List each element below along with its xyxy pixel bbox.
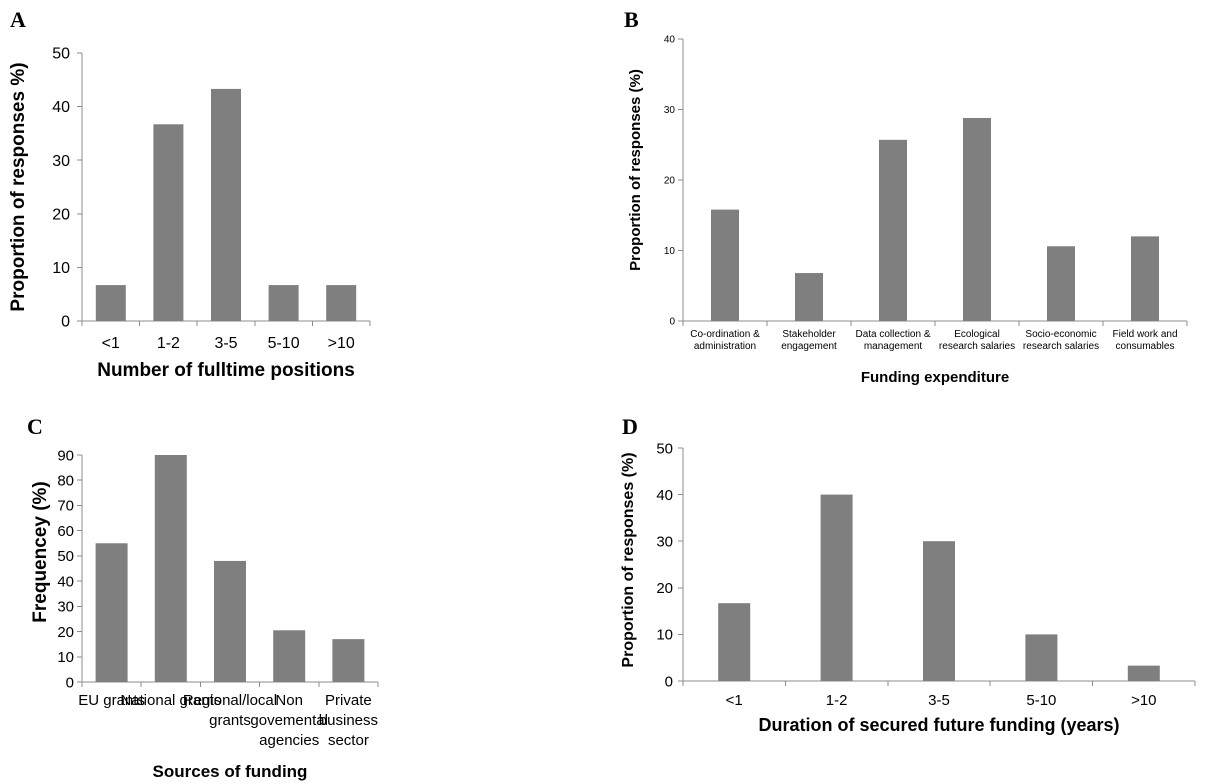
x-axis-title: Sources of funding bbox=[153, 762, 308, 781]
x-category-label: <1 bbox=[102, 335, 120, 352]
x-category-label: Data collection & management bbox=[855, 329, 930, 352]
x-category-label: 5-10 bbox=[1026, 692, 1056, 709]
x-category-label: National grants bbox=[120, 692, 221, 709]
x-category-label: 1-2 bbox=[157, 335, 180, 352]
x-axis-title: Number of fulltime positions bbox=[97, 360, 355, 381]
bar-a-1 bbox=[95, 285, 126, 321]
panel-a-letter: A bbox=[10, 7, 26, 32]
y-tick-label: 0 bbox=[669, 317, 675, 328]
y-axis-title: Frequencey (%) bbox=[30, 481, 51, 622]
y-tick-label: 70 bbox=[57, 498, 74, 515]
bar-a-2 bbox=[153, 124, 184, 322]
bar-c-5 bbox=[332, 639, 365, 682]
y-tick-label: 50 bbox=[656, 440, 673, 457]
y-axis-title: Proportion of responses (%) bbox=[620, 452, 637, 667]
x-category-label: 5-10 bbox=[268, 335, 300, 352]
x-axis-title: Duration of secured future funding (year… bbox=[758, 715, 1119, 735]
y-tick-label: 40 bbox=[664, 35, 676, 46]
y-tick-label: 20 bbox=[656, 580, 673, 597]
bar-a-3 bbox=[211, 88, 241, 321]
y-tick-label: 20 bbox=[57, 624, 74, 641]
y-tick-label: 10 bbox=[57, 649, 74, 666]
y-tick-label: 40 bbox=[57, 573, 74, 590]
y-tick-label: 20 bbox=[664, 176, 676, 187]
y-tick-label: 40 bbox=[52, 99, 70, 116]
bar-a-5 bbox=[326, 285, 357, 321]
y-tick-label: 60 bbox=[57, 523, 74, 540]
x-category-label: Field work and consumables bbox=[1112, 329, 1177, 352]
y-tick-label: 0 bbox=[665, 673, 673, 690]
bar-d-1 bbox=[718, 603, 751, 681]
bar-d-3 bbox=[923, 541, 955, 681]
bar-b-1 bbox=[711, 209, 739, 321]
y-tick-label: 40 bbox=[656, 487, 673, 504]
bar-d-2 bbox=[820, 494, 853, 681]
y-tick-label: 90 bbox=[57, 447, 74, 464]
y-tick-label: 30 bbox=[656, 533, 673, 550]
panel-d-letter: D bbox=[622, 414, 638, 439]
x-category-label: Co-ordination & administration bbox=[690, 329, 760, 352]
bar-b-6 bbox=[1131, 236, 1159, 321]
y-tick-label: 10 bbox=[664, 246, 676, 257]
x-category-label: 1-2 bbox=[826, 692, 848, 709]
x-category-label: EU grants bbox=[78, 692, 145, 709]
y-tick-label: 30 bbox=[664, 105, 676, 116]
y-tick-label: 20 bbox=[52, 206, 70, 223]
bar-b-4 bbox=[963, 117, 991, 322]
x-category-label: Stakeholder engagement bbox=[781, 329, 837, 352]
bar-b-5 bbox=[1047, 246, 1075, 321]
x-category-label: Private business sector bbox=[319, 692, 378, 749]
panel-c-letter: C bbox=[27, 414, 43, 439]
y-tick-label: 0 bbox=[66, 674, 74, 691]
panel-d: D 0 10 20 30 40 50 <1 1-2 3-5 5-10 >10 Duration of s… bbox=[620, 414, 1196, 735]
y-tick-label: 10 bbox=[656, 627, 673, 644]
bar-c-1 bbox=[95, 543, 128, 682]
panel-b: B 0 10 20 30 40 Co-ordination & administration S… bbox=[624, 7, 1188, 386]
x-axis-title: Funding expenditure bbox=[861, 369, 1009, 386]
y-axis-title: Proportion of responses (%) bbox=[627, 69, 644, 271]
x-category-label: >10 bbox=[328, 335, 355, 352]
x-category-label: <1 bbox=[726, 692, 743, 709]
panel-a: A 0 10 20 30 40 50 <1 1-2 3-5 5-10 >10 Number of ful… bbox=[8, 7, 371, 381]
bar-c-4 bbox=[273, 630, 306, 682]
panel-b-letter: B bbox=[624, 7, 639, 32]
x-category-label: >10 bbox=[1131, 692, 1156, 709]
x-category-label: Regional/local grants bbox=[183, 692, 277, 729]
x-category-label: Socio-economic research salaries bbox=[1023, 329, 1099, 352]
bar-d-5 bbox=[1127, 665, 1160, 681]
y-tick-label: 50 bbox=[52, 46, 70, 63]
bar-b-2 bbox=[795, 273, 823, 321]
x-category-label: 3-5 bbox=[214, 335, 237, 352]
bar-d-4 bbox=[1025, 634, 1058, 681]
bar-a-4 bbox=[268, 285, 299, 321]
x-category-label: 3-5 bbox=[928, 692, 950, 709]
bar-b-3 bbox=[879, 139, 907, 321]
y-tick-label: 30 bbox=[57, 599, 74, 616]
bar-c-2 bbox=[154, 455, 187, 682]
bar-c-3 bbox=[214, 560, 246, 682]
x-category-label: Ecological research salaries bbox=[939, 329, 1015, 352]
y-tick-label: 80 bbox=[57, 472, 74, 489]
y-tick-label: 10 bbox=[52, 260, 70, 277]
y-tick-label: 0 bbox=[61, 314, 70, 331]
y-tick-label: 50 bbox=[57, 548, 74, 565]
x-category-label: Non govemental agencies bbox=[250, 692, 328, 749]
y-axis-title: Proportion of responses %) bbox=[8, 62, 29, 311]
y-tick-label: 30 bbox=[52, 153, 70, 170]
